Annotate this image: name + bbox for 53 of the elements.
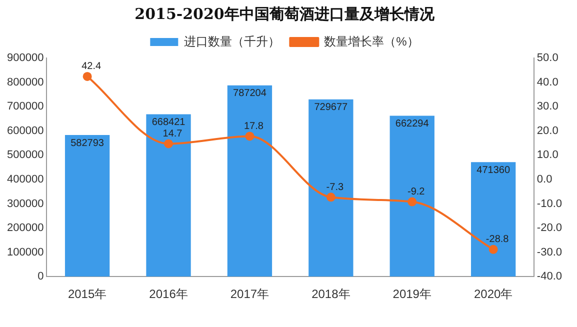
x-tick-label: 2015年 [68, 287, 107, 302]
y-tick-label: 300000 [6, 198, 44, 210]
bar [390, 116, 434, 277]
y2-tick-label: -20.0 [536, 222, 562, 234]
y2-tick-label: 20.0 [536, 124, 558, 137]
data-label: 42.4 [82, 61, 102, 72]
bar [227, 85, 272, 277]
point [164, 139, 174, 148]
y2-tick-label: 10.0 [536, 149, 558, 162]
bar [146, 114, 191, 277]
data-label: -28.8 [486, 234, 510, 246]
data-label: 787204 [233, 88, 267, 100]
data-label: 17.8 [244, 120, 264, 132]
y-tick-label: 900000 [6, 52, 44, 64]
x-tick-label: 2017年 [230, 287, 270, 302]
chart-title: 2015-2020年中国葡萄酒进口量及增长情况 [134, 4, 436, 23]
y-tick-label: 700000 [6, 100, 44, 113]
point [488, 244, 498, 254]
x-tick-label: 2018年 [312, 287, 350, 302]
bar [308, 99, 354, 277]
legend-label: 进口数量（千升） [184, 34, 280, 48]
data-label: 471360 [476, 164, 510, 176]
y-tick-label: 0 [38, 270, 44, 283]
data-label: 668421 [152, 117, 186, 128]
y2-tick-label: 40.0 [536, 76, 558, 88]
y2-tick-label: 0.0 [536, 173, 552, 186]
y2-tick-label: -30.0 [536, 246, 562, 258]
x-tick-label: 2016年 [149, 287, 188, 302]
point [82, 72, 92, 81]
x-tick-label: 2019年 [392, 287, 432, 302]
point [245, 132, 254, 141]
data-label: -9.2 [408, 186, 426, 198]
y2-tick-label: 30.0 [536, 100, 558, 113]
y-tick-label: 100000 [6, 246, 44, 258]
y2-tick-label: -10.0 [536, 198, 562, 210]
point [408, 197, 417, 206]
data-label: -7.3 [326, 182, 344, 193]
bar [64, 135, 110, 277]
legend-label: 数量增长率（%） [324, 34, 419, 48]
y2-tick-label: 50.0 [536, 52, 558, 64]
y-tick-label: 600000 [6, 124, 44, 137]
data-label: 14.7 [162, 128, 183, 140]
bar [470, 162, 516, 277]
data-label: 662294 [395, 118, 430, 130]
point [326, 192, 336, 202]
data-label: 729677 [314, 102, 348, 114]
y-tick-label: 400000 [6, 173, 44, 186]
y-tick-label: 500000 [6, 149, 44, 162]
data-label: 582793 [70, 138, 104, 149]
x-tick-label: 2020年 [474, 287, 513, 302]
y-tick-label: 800000 [6, 76, 44, 88]
y-tick-label: 200000 [6, 222, 44, 234]
y2-tick-label: -40.0 [536, 270, 562, 283]
